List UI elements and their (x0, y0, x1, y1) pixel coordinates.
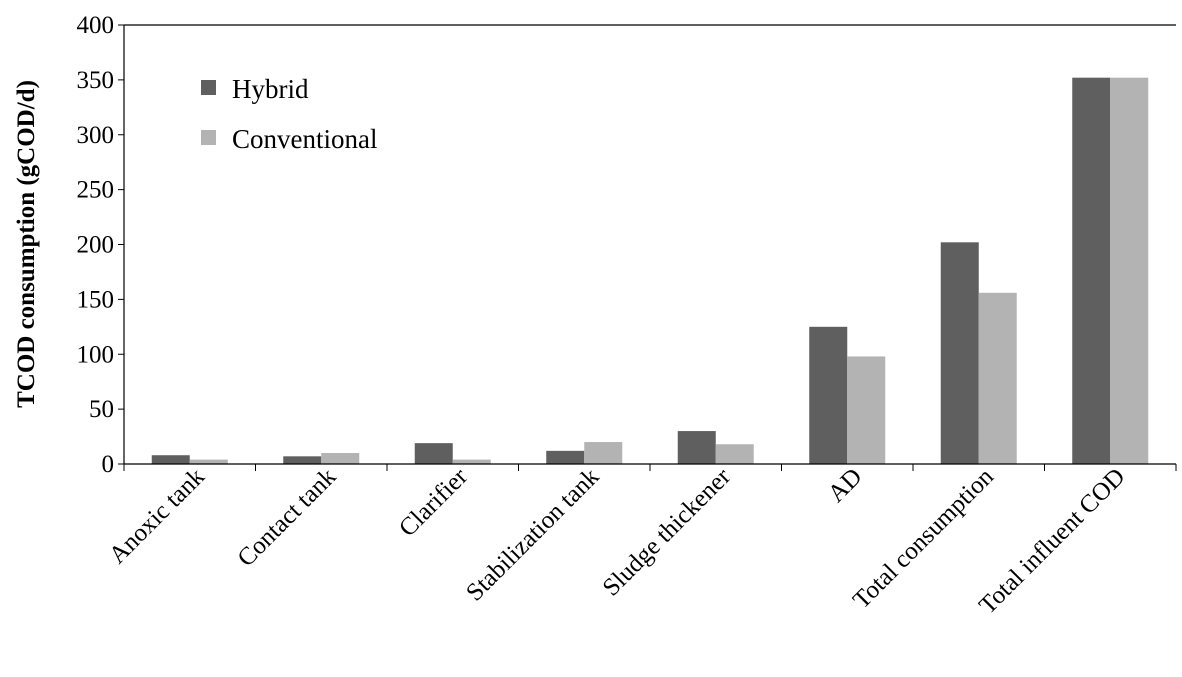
x-category-label-6: AD (823, 463, 868, 508)
x-category-label-5: Sludge thickener (598, 463, 737, 602)
bar-conventional-6 (847, 356, 886, 464)
x-category-label-2: Contact tank (233, 463, 342, 572)
legend-swatch-hybrid (201, 80, 216, 95)
bar-hybrid-4 (546, 450, 585, 464)
y-tick-label-100: 100 (77, 341, 115, 368)
x-category-label-4: Stabilization tank (461, 463, 605, 607)
legend: Hybrid Conventional (201, 74, 377, 154)
x-category-label-8: Total influent COD (974, 463, 1130, 619)
bar-hybrid-2 (283, 456, 322, 464)
x-category-label-3: Clarifier (394, 463, 473, 542)
bar-conventional-7 (978, 292, 1017, 464)
bar-hybrid-5 (677, 431, 716, 464)
bar-conventional-2 (321, 453, 360, 464)
x-category-label-1: Anoxic tank (104, 463, 210, 569)
legend-label-hybrid: Hybrid (232, 74, 309, 104)
y-axis-title: TCOD consumption (gCOD/d) (13, 80, 40, 408)
legend-swatch-conventional (201, 130, 216, 145)
y-tick-label-250: 250 (77, 177, 115, 204)
y-tick-label-50: 50 (89, 396, 114, 423)
bar-conventional-8 (1110, 77, 1149, 465)
bar-hybrid-7 (940, 242, 979, 464)
bar-conventional-4 (584, 442, 623, 464)
bar-hybrid-1 (151, 455, 190, 464)
bar-conventional-1 (189, 459, 228, 464)
bar-hybrid-6 (809, 326, 848, 464)
bar-conventional-3 (452, 459, 491, 464)
y-tick-label-0: 0 (102, 451, 115, 478)
y-tick-label-200: 200 (77, 232, 115, 259)
bar-hybrid-8 (1072, 77, 1111, 465)
y-tick-label-350: 350 (77, 67, 115, 94)
y-tick-label-400: 400 (77, 12, 115, 39)
y-tick-label-150: 150 (77, 286, 115, 313)
x-category-label-7: Total consumption (848, 463, 999, 614)
y-tick-label-300: 300 (77, 122, 115, 149)
bar-conventional-5 (715, 444, 754, 464)
legend-label-conventional: Conventional (232, 124, 377, 154)
bar-hybrid-3 (414, 443, 453, 464)
